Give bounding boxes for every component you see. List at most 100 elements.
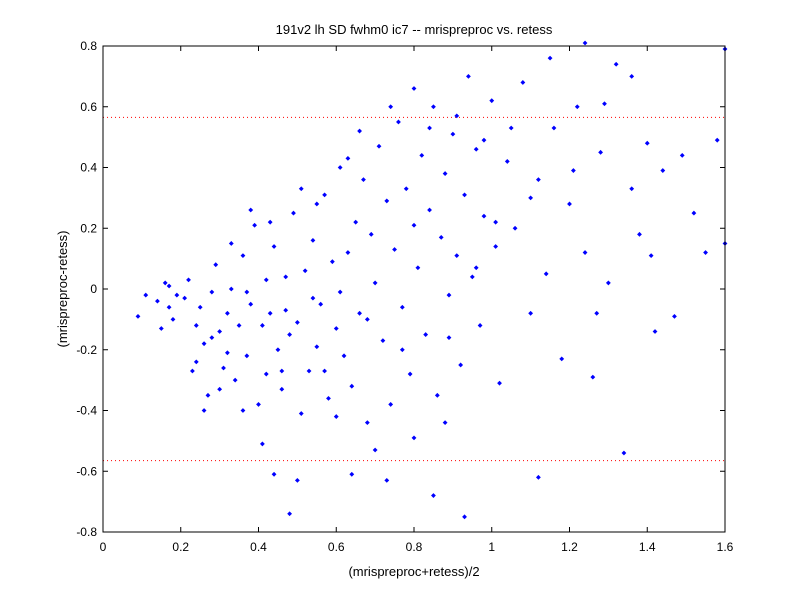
data-point — [244, 289, 250, 295]
data-point — [240, 408, 246, 413]
data-point — [427, 207, 432, 213]
data-point — [314, 201, 320, 207]
data-point — [217, 329, 223, 334]
data-point — [411, 86, 417, 91]
data-point — [326, 395, 331, 401]
data-point — [205, 392, 211, 398]
data-point — [547, 55, 553, 61]
data-point — [337, 165, 343, 170]
data-point — [291, 210, 296, 216]
data-point — [590, 374, 596, 380]
data-point — [221, 365, 226, 371]
data-point — [598, 149, 603, 155]
data-point — [166, 304, 172, 310]
data-point — [357, 128, 362, 134]
data-point — [298, 186, 304, 192]
data-point — [602, 101, 607, 107]
data-point — [411, 435, 417, 441]
data-point — [372, 447, 378, 453]
data-point — [259, 441, 265, 447]
data-point — [613, 61, 619, 67]
x-axis-ticks: 0 0.2 0.4 0.6 0.8 1 1.2 1.4 1.6 — [100, 46, 734, 554]
data-point — [294, 477, 300, 483]
data-point — [489, 98, 495, 104]
data-point — [364, 316, 370, 322]
y-axis-title: (mrispreproc-retess) — [55, 230, 70, 347]
data-point — [349, 383, 355, 389]
data-point — [512, 225, 518, 231]
data-point — [559, 356, 565, 362]
data-point — [329, 259, 335, 265]
data-point — [213, 262, 219, 268]
data-point — [201, 408, 207, 413]
data-point — [427, 125, 432, 131]
data-point — [469, 274, 475, 280]
data-point — [275, 347, 281, 353]
y-tick-label: -0.4 — [76, 404, 97, 418]
data-point — [481, 137, 487, 143]
data-point — [135, 313, 141, 319]
data-point — [508, 125, 514, 131]
data-point — [368, 231, 374, 237]
x-tick-label: 0.8 — [406, 540, 423, 554]
data-point — [691, 210, 697, 216]
data-point — [228, 241, 234, 246]
data-point — [493, 244, 499, 249]
data-point — [271, 471, 277, 477]
data-point — [256, 402, 261, 407]
data-point — [714, 137, 720, 143]
data-point — [345, 155, 351, 161]
data-point — [314, 344, 320, 350]
x-tick-label: 0.2 — [172, 540, 189, 554]
data-point — [217, 386, 223, 392]
data-point — [376, 143, 382, 149]
data-point — [442, 171, 448, 176]
data-point — [570, 168, 576, 173]
data-point — [236, 323, 242, 328]
data-point — [271, 244, 277, 249]
data-point — [403, 186, 409, 192]
y-tick-label: -0.8 — [76, 525, 97, 539]
data-point — [536, 474, 541, 480]
data-point — [248, 207, 254, 213]
data-point — [333, 326, 339, 331]
data-point — [294, 320, 300, 325]
data-point — [446, 335, 452, 340]
data-point — [528, 310, 534, 316]
data-point — [582, 40, 588, 46]
data-point — [477, 323, 483, 328]
data-point — [396, 119, 401, 125]
data-point — [186, 277, 191, 283]
data-point — [306, 368, 312, 374]
data-point — [263, 371, 269, 377]
data-point — [644, 140, 650, 146]
data-point — [190, 368, 195, 374]
y-tick-label: 0.4 — [80, 161, 97, 175]
data-point — [357, 310, 362, 316]
data-point — [353, 219, 359, 225]
x-axis-title: (mrispreproc+retess)/2 — [348, 564, 479, 579]
data-point — [582, 250, 588, 255]
data-points — [135, 40, 728, 520]
data-point — [703, 250, 708, 255]
y-tick-label: 0.6 — [80, 100, 97, 114]
data-point — [158, 326, 164, 331]
x-tick-label: 1.4 — [639, 540, 656, 554]
data-point — [442, 420, 448, 426]
data-point — [337, 289, 343, 295]
data-point — [551, 125, 557, 131]
data-point — [302, 268, 308, 274]
data-point — [263, 277, 269, 283]
data-point — [574, 104, 580, 110]
data-point — [415, 265, 421, 271]
data-point — [407, 371, 413, 377]
data-point — [458, 362, 464, 368]
data-point — [399, 347, 405, 353]
x-tick-label: 1.6 — [717, 540, 734, 554]
chart-title: 191v2 lh SD fwhm0 ic7 -- mrispreproc vs.… — [276, 22, 553, 37]
data-point — [228, 286, 234, 292]
data-point — [182, 295, 188, 301]
data-point — [423, 332, 429, 337]
data-point — [318, 301, 324, 307]
data-point — [287, 332, 292, 337]
